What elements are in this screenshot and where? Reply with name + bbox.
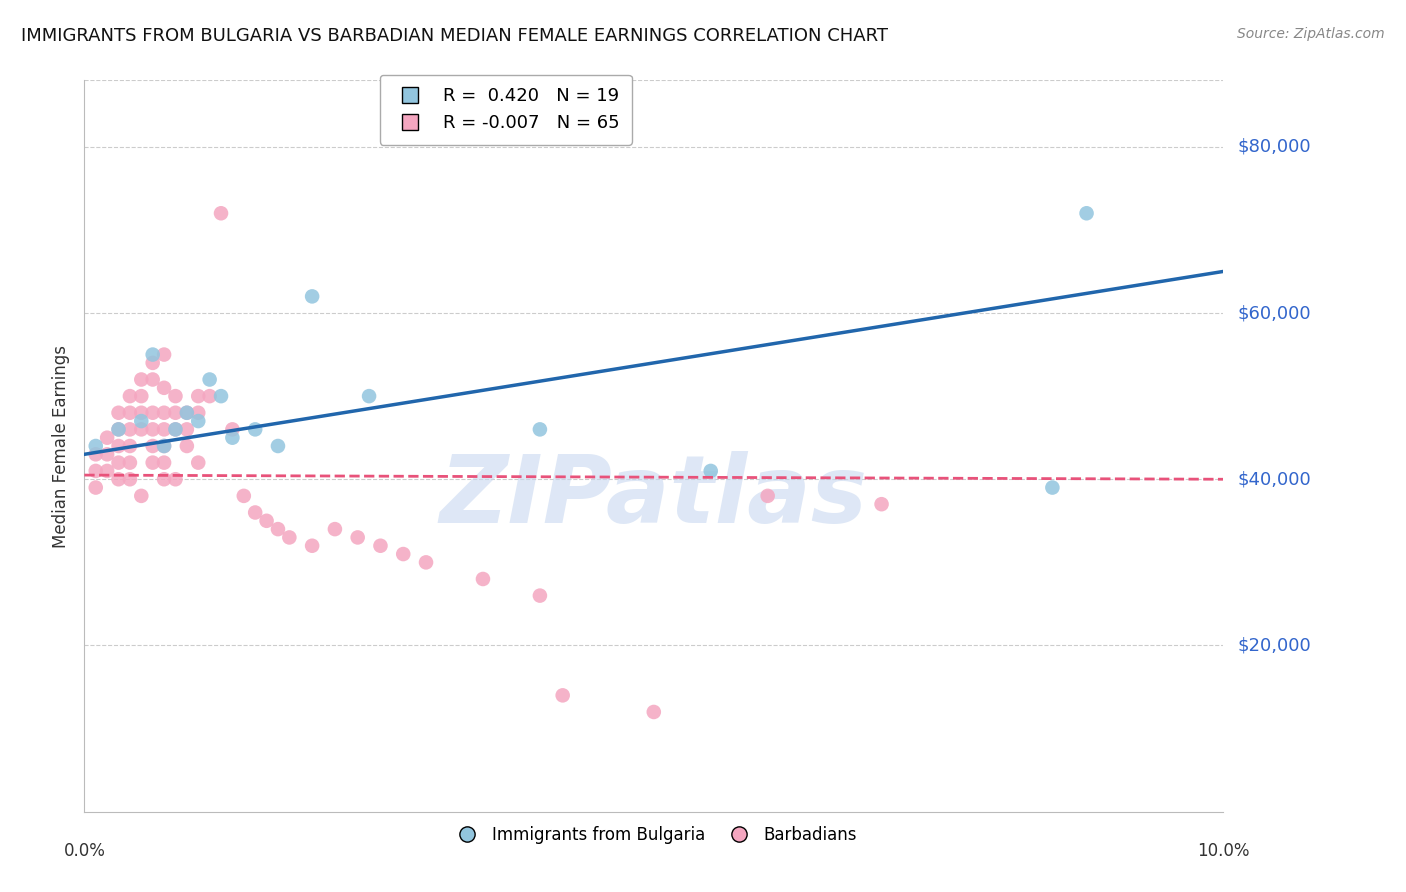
Point (153, 456, 176, 470)
Point (232, 489, 254, 503)
Point (142, 372, 165, 386)
Point (153, 439, 176, 453)
Point (153, 381, 176, 395)
Point (700, 464, 723, 478)
Point (415, 555, 437, 569)
Point (209, 206, 232, 220)
Point (187, 389, 209, 403)
Point (176, 406, 198, 420)
Point (301, 539, 323, 553)
Point (165, 422, 187, 436)
Point (529, 589, 551, 603)
Point (153, 422, 176, 436)
Text: $60,000: $60,000 (1237, 304, 1310, 322)
Point (323, 522, 346, 536)
Point (1042, 481, 1064, 495)
Point (165, 389, 187, 403)
Point (153, 347, 176, 362)
Point (84, 481, 107, 495)
Point (131, 406, 153, 420)
Point (278, 530, 301, 544)
Point (165, 472, 187, 486)
Point (1076, 206, 1098, 220)
Point (346, 530, 368, 544)
Y-axis label: Median Female Earnings: Median Female Earnings (52, 344, 70, 548)
Point (131, 489, 153, 503)
Point (187, 414, 209, 428)
Point (198, 389, 221, 403)
Point (107, 406, 129, 420)
Text: $20,000: $20,000 (1237, 637, 1310, 655)
Point (551, 689, 574, 703)
Point (256, 514, 278, 528)
Point (359, 389, 381, 403)
Point (245, 422, 267, 436)
Point (756, 489, 779, 503)
Text: ZIPatlas: ZIPatlas (440, 451, 868, 543)
Point (301, 289, 323, 303)
Point (221, 422, 243, 436)
Point (529, 422, 551, 436)
Point (118, 472, 141, 486)
Point (142, 356, 165, 370)
Point (165, 422, 187, 436)
Legend: Immigrants from Bulgaria, Barbadians: Immigrants from Bulgaria, Barbadians (444, 820, 863, 851)
Point (107, 456, 129, 470)
Point (153, 406, 176, 420)
Point (142, 347, 165, 362)
Text: IMMIGRANTS FROM BULGARIA VS BARBADIAN MEDIAN FEMALE EARNINGS CORRELATION CHART: IMMIGRANTS FROM BULGARIA VS BARBADIAN ME… (21, 27, 889, 45)
Point (96, 431, 118, 445)
Point (142, 456, 165, 470)
Point (267, 439, 290, 453)
Point (245, 506, 267, 520)
Point (153, 472, 176, 486)
Point (142, 406, 165, 420)
Point (96, 447, 118, 461)
Point (96, 464, 118, 478)
Point (142, 422, 165, 436)
Point (84, 464, 107, 478)
Point (187, 456, 209, 470)
Point (187, 406, 209, 420)
Point (84, 439, 107, 453)
Point (870, 497, 893, 511)
Point (165, 406, 187, 420)
Point (370, 539, 392, 553)
Point (131, 389, 153, 403)
Point (221, 431, 243, 445)
Point (153, 439, 176, 453)
Point (131, 422, 153, 436)
Point (392, 547, 415, 561)
Point (107, 439, 129, 453)
Point (131, 372, 153, 386)
Point (267, 522, 290, 536)
Text: 10.0%: 10.0% (1197, 842, 1250, 860)
Text: $80,000: $80,000 (1237, 137, 1310, 156)
Point (107, 422, 129, 436)
Point (118, 406, 141, 420)
Point (643, 705, 665, 719)
Point (118, 422, 141, 436)
Text: 0.0%: 0.0% (63, 842, 105, 860)
Point (118, 439, 141, 453)
Point (472, 572, 495, 586)
Point (209, 389, 232, 403)
Point (118, 456, 141, 470)
Point (176, 439, 198, 453)
Point (198, 372, 221, 386)
Point (84, 447, 107, 461)
Point (131, 414, 153, 428)
Point (176, 422, 198, 436)
Point (142, 439, 165, 453)
Text: $40,000: $40,000 (1237, 470, 1310, 488)
Text: Source: ZipAtlas.com: Source: ZipAtlas.com (1237, 27, 1385, 41)
Point (118, 389, 141, 403)
Point (107, 472, 129, 486)
Point (107, 422, 129, 436)
Point (176, 406, 198, 420)
